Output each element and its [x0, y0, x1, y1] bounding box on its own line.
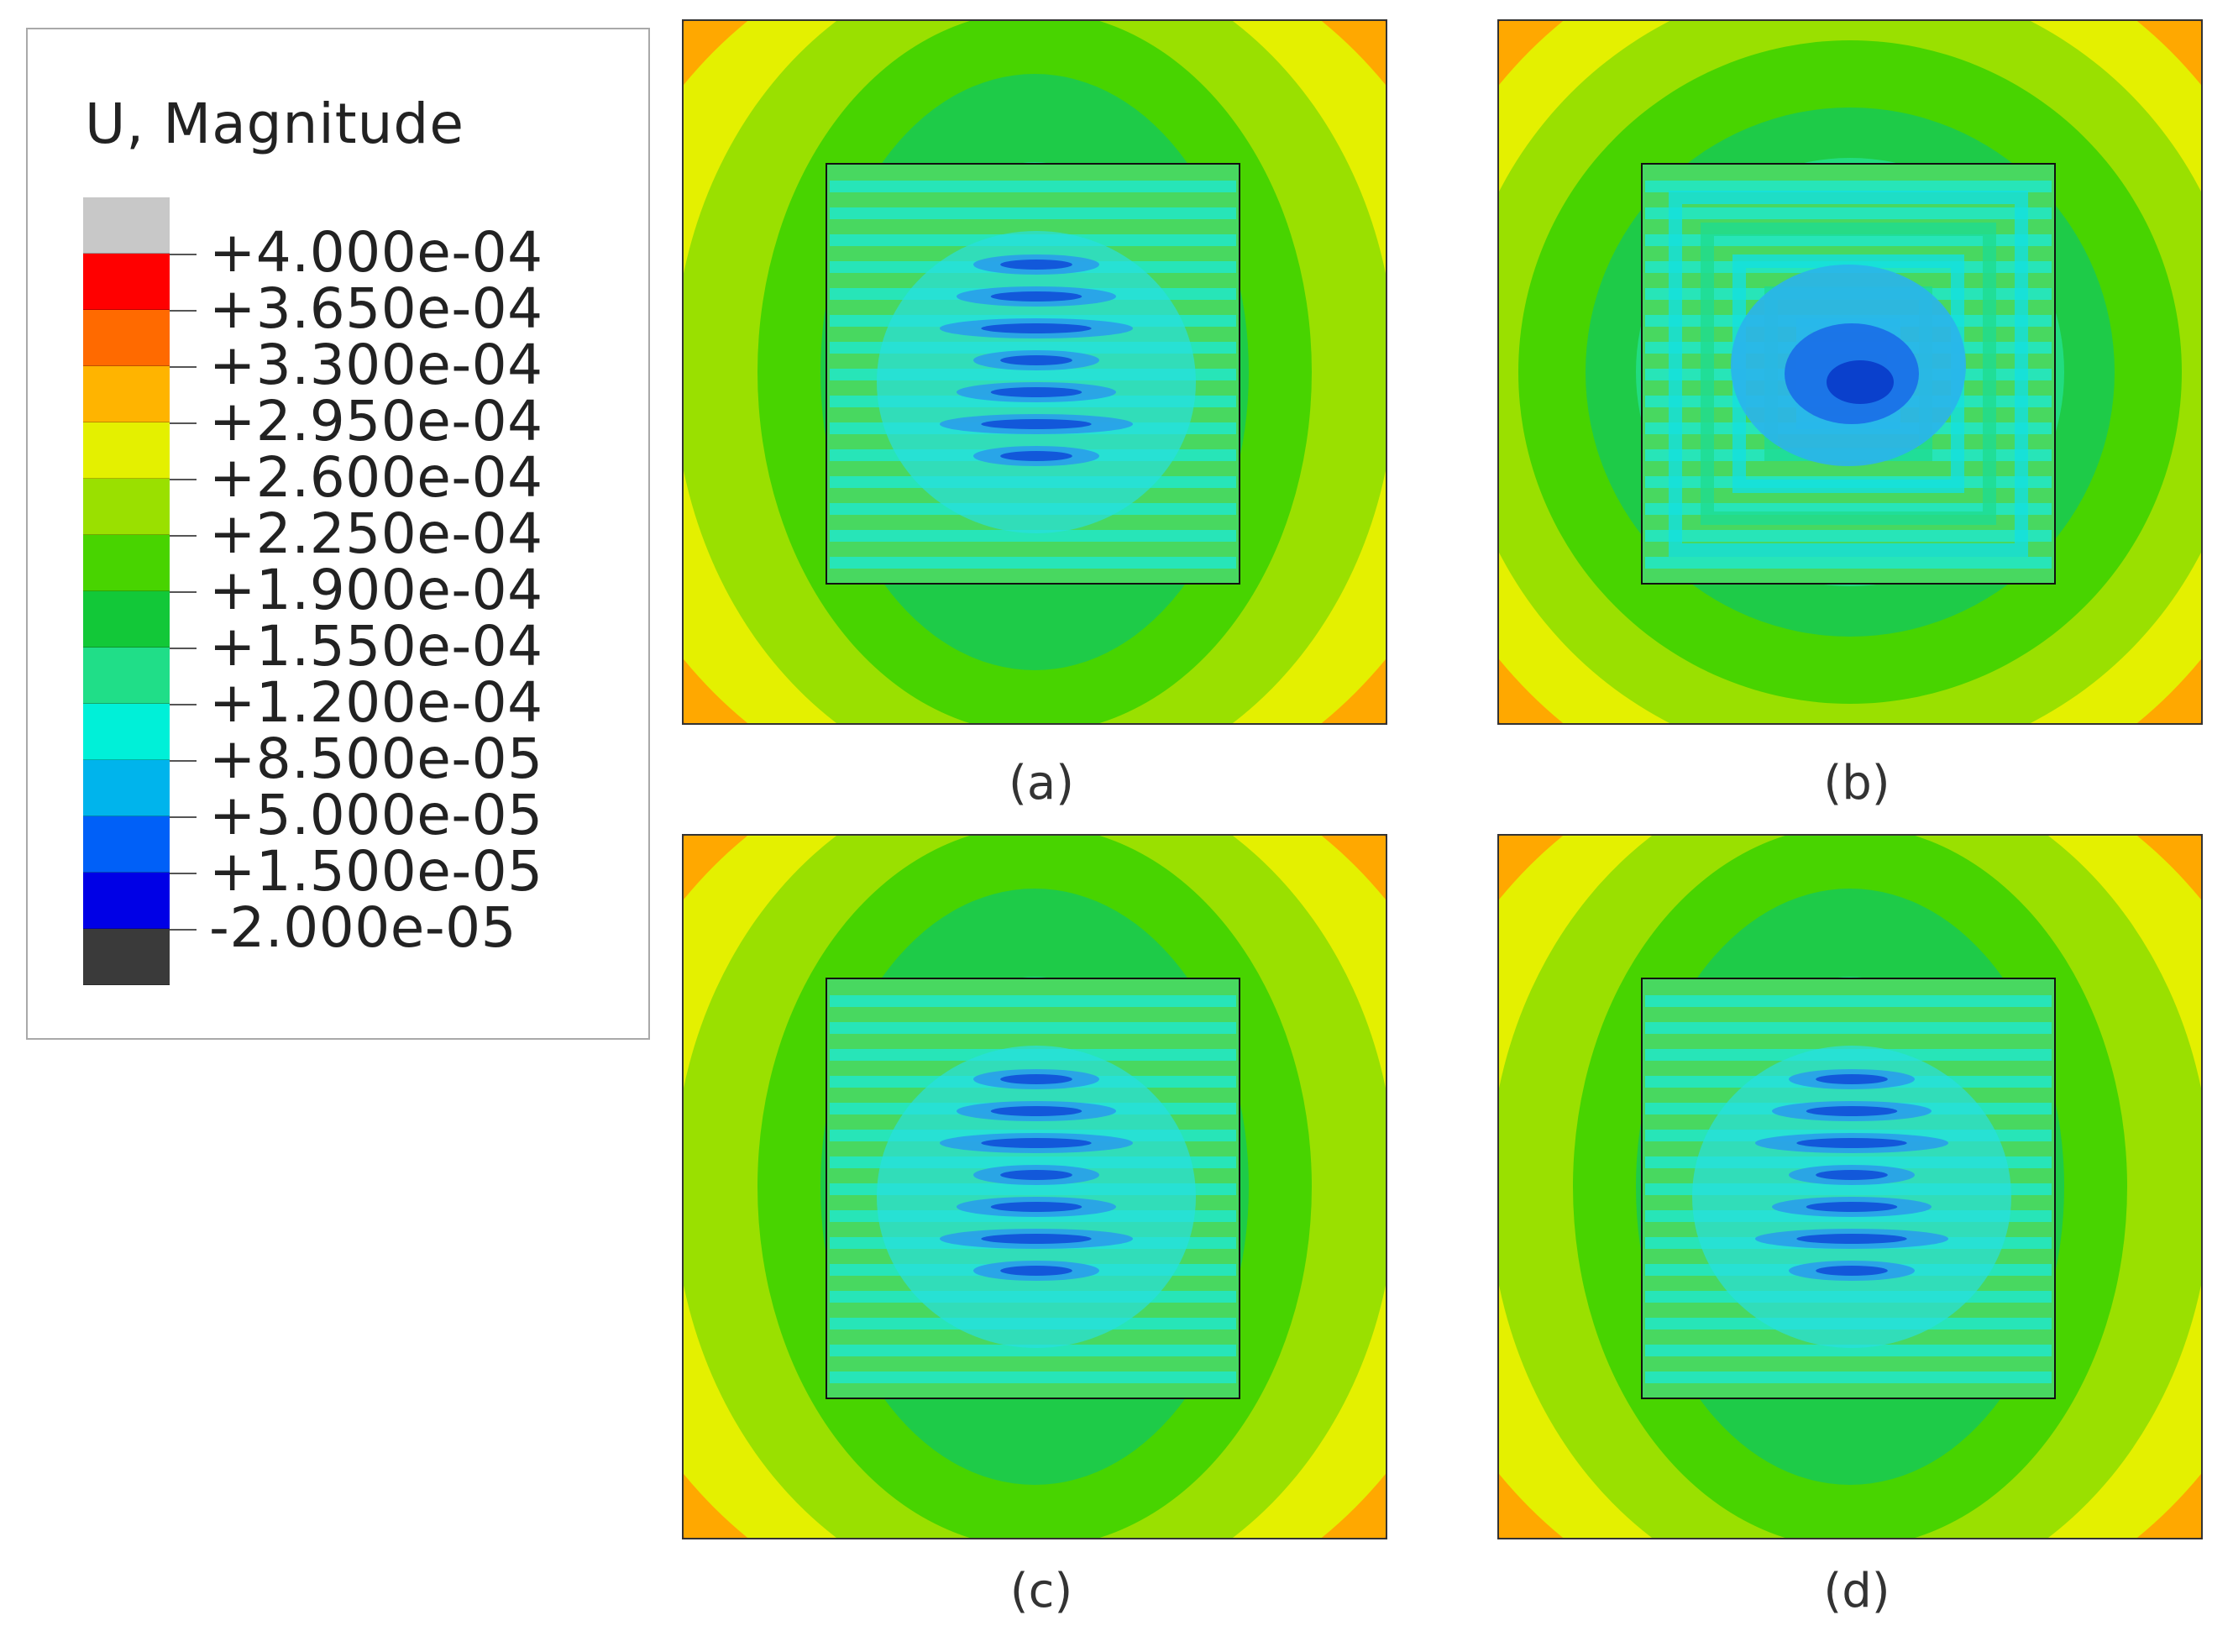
tick-label: +1.550e-04	[209, 614, 543, 679]
panel-border	[1497, 19, 2203, 725]
tick-label: +4.000e-04	[209, 220, 543, 285]
streak	[1000, 451, 1072, 461]
color-swatch	[83, 760, 170, 816]
contour-field	[684, 836, 1386, 1538]
inner-plate-border	[826, 163, 1240, 585]
stripe	[1645, 234, 2052, 246]
color-swatch	[83, 422, 170, 479]
contour-field	[684, 21, 1386, 723]
stripe	[830, 530, 1236, 542]
inner-plate-border	[1641, 163, 2056, 585]
color-scale-bar	[83, 197, 170, 985]
concentric-ring	[1701, 223, 1996, 525]
contour-field	[1499, 836, 2201, 1538]
caption-b: (b)	[1823, 756, 1890, 810]
inner-plate	[1642, 164, 2055, 584]
stripe	[1645, 557, 2052, 569]
contour-plot-d	[1497, 834, 2203, 1539]
color-swatch	[83, 816, 170, 873]
streak	[1816, 1074, 1888, 1084]
color-swatch	[83, 535, 170, 591]
stripe	[1645, 1371, 2052, 1383]
streak	[990, 387, 1082, 397]
stripe	[830, 1371, 1236, 1383]
caption-d: (d)	[1823, 1564, 1890, 1618]
streak	[981, 1234, 1092, 1244]
legend-title: U, Magnitude	[85, 92, 464, 156]
streak	[1796, 1234, 1907, 1244]
color-swatch	[83, 873, 170, 929]
streak	[1796, 1138, 1907, 1148]
caption-c: (c)	[1009, 1564, 1073, 1618]
streak	[1000, 260, 1072, 270]
tick-label: +3.650e-04	[209, 276, 543, 341]
color-swatch	[83, 254, 170, 310]
stripe	[1645, 1345, 2052, 1356]
inner-plate	[1642, 978, 2055, 1398]
contour-field	[1499, 21, 2201, 723]
concentric-ring	[1669, 191, 2028, 557]
inner-plate	[826, 164, 1240, 584]
stripe	[830, 1345, 1236, 1356]
stripe	[830, 1022, 1236, 1034]
streak	[981, 1138, 1092, 1148]
panel-border	[682, 19, 1387, 725]
contour-plot-a	[682, 19, 1387, 725]
streak	[1806, 1106, 1898, 1116]
legend-panel: U, Magnitude +4.000e-04 +3.650e-04 +3.30…	[26, 28, 650, 1040]
streak	[1000, 1266, 1072, 1276]
tick-label: -2.000e-05	[209, 895, 517, 960]
inner-plate-border	[1641, 978, 2056, 1399]
color-swatch	[83, 648, 170, 704]
tick-label: +5.000e-05	[209, 783, 543, 847]
caption-a: (a)	[1008, 756, 1074, 810]
color-swatch	[83, 591, 170, 648]
contour-plot-c	[682, 834, 1387, 1539]
low-zone	[1827, 360, 1894, 404]
tick-label: +1.500e-05	[209, 839, 543, 904]
color-swatch	[83, 479, 170, 535]
panel-border	[1497, 834, 2203, 1539]
streak	[981, 323, 1092, 333]
stripe	[1645, 995, 2052, 1007]
stripe	[830, 181, 1236, 192]
stripe	[830, 995, 1236, 1007]
streak	[1816, 1266, 1888, 1276]
streak	[1816, 1170, 1888, 1180]
stripe	[1645, 530, 2052, 542]
streak	[1806, 1202, 1898, 1212]
color-swatch	[83, 366, 170, 422]
streak	[990, 1106, 1082, 1116]
panel-border	[682, 834, 1387, 1539]
streak	[990, 291, 1082, 302]
stripe	[830, 557, 1236, 569]
color-swatch	[83, 310, 170, 366]
tick-label: +8.500e-05	[209, 726, 543, 791]
streak	[990, 1202, 1082, 1212]
streak	[1000, 1074, 1072, 1084]
streak	[1000, 1170, 1072, 1180]
stripe	[830, 207, 1236, 219]
tick-label: +1.200e-04	[209, 670, 543, 735]
tick-label: +2.250e-04	[209, 501, 543, 566]
tick-label: +2.950e-04	[209, 389, 543, 454]
stripe	[1645, 207, 2052, 219]
streak	[981, 419, 1092, 429]
tick-label: +3.300e-04	[209, 333, 543, 397]
inner-plate-border	[826, 978, 1240, 1399]
inner-plate	[826, 978, 1240, 1398]
stripe	[1645, 1022, 2052, 1034]
color-swatch	[83, 929, 170, 985]
tick-label: +1.900e-04	[209, 558, 543, 622]
tick-label: +2.600e-04	[209, 445, 543, 510]
streak	[1000, 355, 1072, 365]
stripe	[1645, 181, 2052, 192]
color-swatch	[83, 197, 170, 254]
color-swatch	[83, 704, 170, 760]
contour-plot-b	[1497, 19, 2203, 725]
